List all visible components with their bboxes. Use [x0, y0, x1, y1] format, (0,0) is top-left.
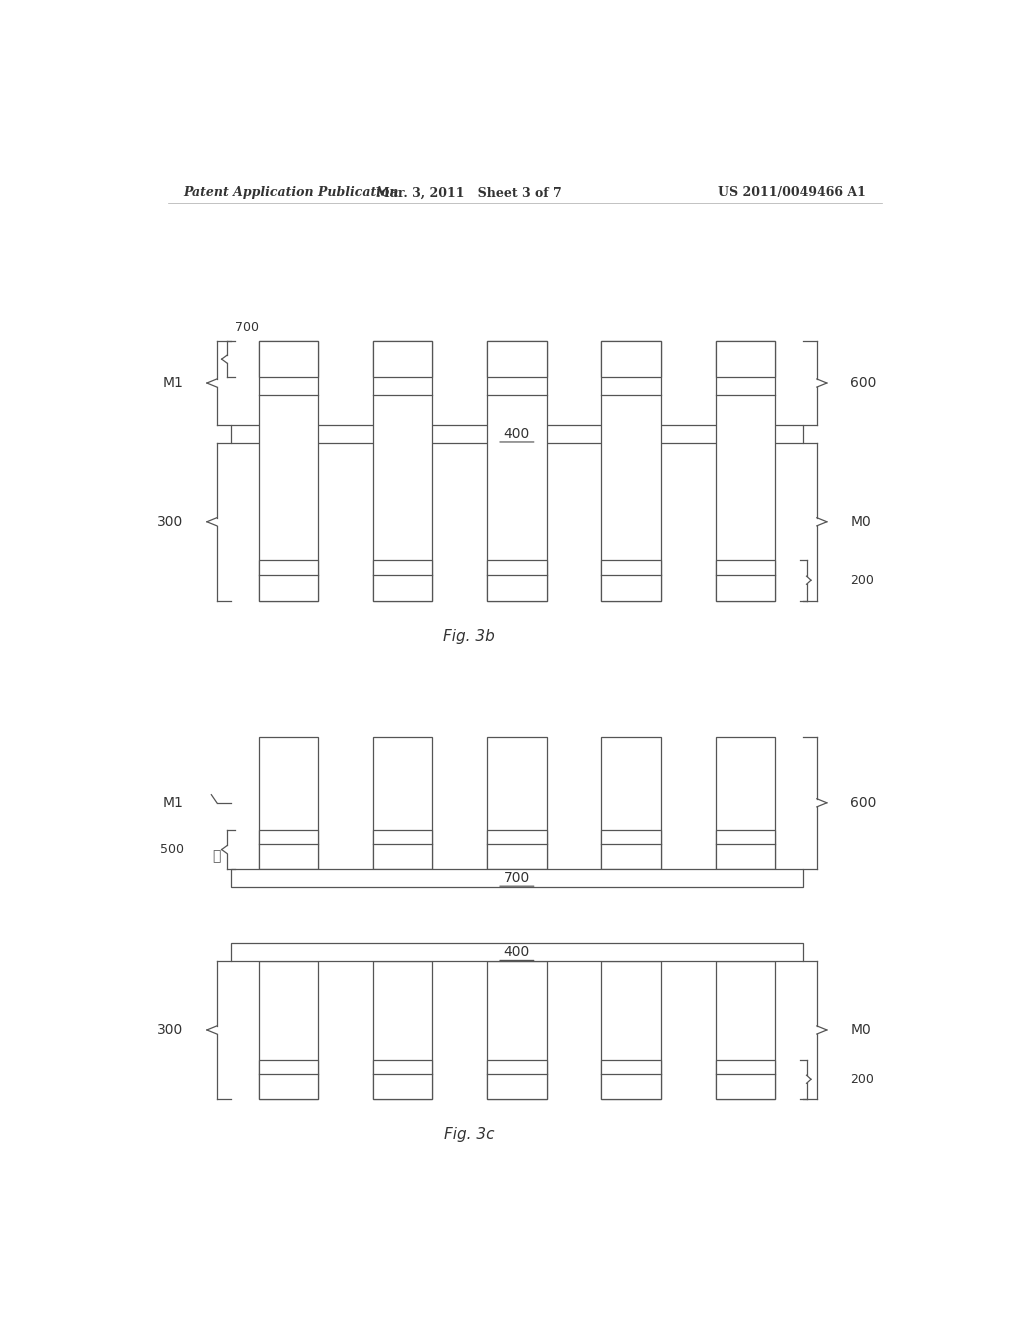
- Bar: [373, 961, 432, 1098]
- Text: Fig. 3c: Fig. 3c: [444, 1127, 495, 1142]
- Text: 500: 500: [160, 843, 183, 857]
- Bar: [487, 1060, 547, 1098]
- Text: ⌢: ⌢: [213, 850, 221, 863]
- Text: Fig. 3b: Fig. 3b: [443, 628, 496, 644]
- Bar: [259, 560, 318, 601]
- Text: 400: 400: [504, 945, 530, 960]
- Bar: [259, 1060, 318, 1098]
- Text: 600: 600: [850, 376, 877, 389]
- Bar: [373, 830, 432, 869]
- Bar: [487, 961, 547, 1098]
- Text: 700: 700: [504, 871, 530, 884]
- Bar: [373, 342, 432, 378]
- Text: 400: 400: [504, 426, 530, 441]
- Bar: [373, 1060, 432, 1098]
- Bar: [373, 342, 432, 601]
- Bar: [716, 1060, 775, 1098]
- Bar: [231, 942, 803, 961]
- Text: 200: 200: [850, 1073, 874, 1086]
- Bar: [259, 737, 318, 869]
- Bar: [231, 869, 803, 887]
- Text: M0: M0: [850, 1023, 871, 1038]
- Text: M1: M1: [163, 376, 183, 389]
- Bar: [487, 342, 547, 378]
- Text: Mar. 3, 2011   Sheet 3 of 7: Mar. 3, 2011 Sheet 3 of 7: [377, 186, 562, 199]
- Bar: [259, 342, 318, 601]
- Text: 300: 300: [158, 515, 183, 529]
- Bar: [487, 737, 547, 869]
- Bar: [716, 961, 775, 1098]
- Bar: [601, 961, 660, 1098]
- Text: 200: 200: [850, 574, 874, 586]
- Bar: [259, 961, 318, 1098]
- Bar: [259, 342, 318, 378]
- Text: 700: 700: [236, 321, 259, 334]
- Bar: [601, 1060, 660, 1098]
- Text: 300: 300: [158, 1023, 183, 1038]
- Bar: [716, 737, 775, 869]
- Bar: [259, 830, 318, 869]
- Bar: [487, 830, 547, 869]
- Bar: [601, 342, 660, 378]
- Bar: [601, 560, 660, 601]
- Text: Patent Application Publication: Patent Application Publication: [183, 186, 399, 199]
- Bar: [601, 342, 660, 601]
- Bar: [373, 560, 432, 601]
- Bar: [231, 425, 803, 444]
- Bar: [487, 342, 547, 601]
- Text: M1: M1: [163, 796, 183, 809]
- Text: 600: 600: [850, 796, 877, 809]
- Bar: [716, 830, 775, 869]
- Bar: [716, 342, 775, 601]
- Text: M0: M0: [850, 515, 871, 529]
- Bar: [487, 560, 547, 601]
- Bar: [601, 737, 660, 869]
- Bar: [601, 830, 660, 869]
- Text: US 2011/0049466 A1: US 2011/0049466 A1: [718, 186, 866, 199]
- Bar: [373, 737, 432, 869]
- Bar: [716, 560, 775, 601]
- Bar: [716, 342, 775, 378]
